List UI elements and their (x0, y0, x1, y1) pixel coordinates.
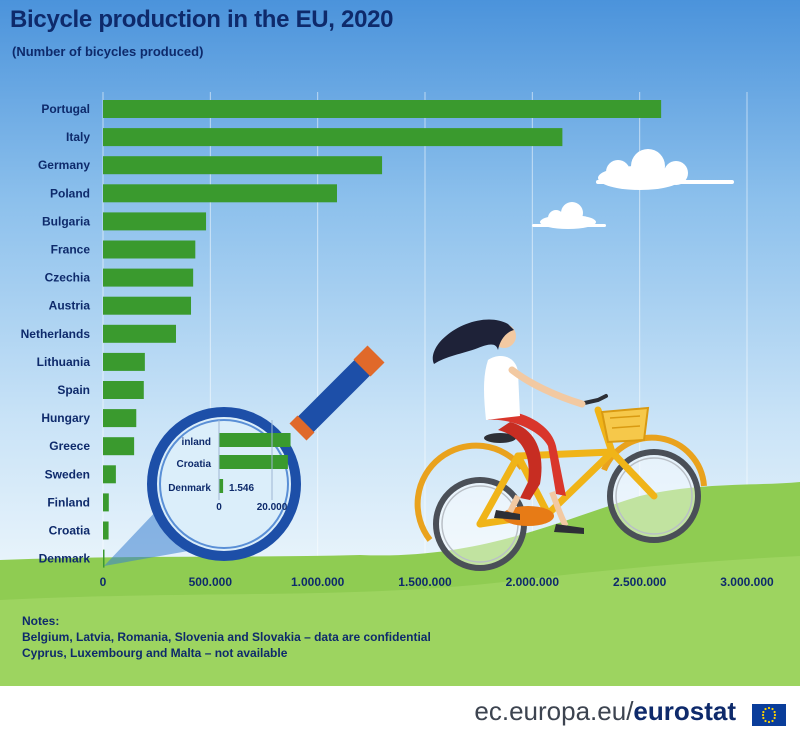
x-axis-tick-labels: 0 500.000 1.000.000 1.500.000 2.000.000 2.500… (100, 575, 774, 589)
category-label: Portugal (41, 102, 90, 116)
bar (103, 268, 194, 287)
chart-title: Bicycle production in the EU, 2020 (10, 6, 394, 33)
notes-heading: Notes: (22, 614, 60, 628)
inset-x-tick-label: 0 (216, 502, 222, 513)
category-label: Bulgaria (42, 214, 90, 228)
bar (103, 409, 137, 428)
x-tick-label: 500.000 (189, 575, 233, 589)
inset-category-label: inland (182, 437, 211, 448)
magnifying-glass-icon: inland Croatia Denmark 1.546 0 20.000 (104, 345, 385, 566)
ground-hill-highlight (0, 556, 800, 686)
category-label: Denmark (39, 552, 91, 566)
category-label: Sweden (45, 467, 90, 481)
chart-subtitle: (Number of bicycles produced) (12, 44, 204, 59)
magnifier-inset-chart: inland Croatia Denmark 1.546 0 20.000 (168, 420, 291, 513)
x-tick-label: 3.000.000 (720, 575, 774, 589)
bar (103, 324, 176, 343)
category-label: Hungary (41, 411, 90, 425)
inset-bar (219, 479, 224, 493)
x-tick-label: 2.500.000 (613, 575, 667, 589)
x-tick-label: 1.500.000 (398, 575, 452, 589)
inset-category-label: Denmark (168, 483, 211, 494)
source-brand: eurostat (633, 696, 736, 726)
bar (103, 156, 383, 175)
x-tick-label: 0 (100, 575, 107, 589)
inset-bar (219, 455, 288, 469)
footer: ec.europa.eu/eurostat (0, 686, 800, 734)
bar (103, 493, 109, 512)
cloud-icon (596, 149, 734, 190)
bar (103, 437, 135, 456)
bar (103, 521, 109, 540)
inset-value-label: 1.546 (229, 483, 254, 494)
bar (103, 128, 563, 147)
bar (103, 465, 116, 484)
category-label: Poland (50, 186, 90, 200)
bar (103, 549, 105, 568)
x-tick-label: 2.000.000 (506, 575, 560, 589)
category-label: Italy (66, 130, 90, 144)
clouds (532, 149, 734, 229)
bar (103, 212, 207, 231)
eu-flag-icon (752, 704, 786, 726)
inset-bar (219, 433, 291, 447)
category-label: Finland (47, 495, 90, 509)
source-link[interactable]: ec.europa.eu/eurostat (474, 696, 736, 727)
category-label: Croatia (49, 524, 91, 538)
category-label: Spain (57, 383, 90, 397)
bar (103, 381, 144, 399)
category-label: France (51, 243, 91, 257)
note-line: Belgium, Latvia, Romania, Slovenia and S… (22, 630, 431, 644)
x-tick-label: 1.000.000 (291, 575, 345, 589)
notes: Notes: Belgium, Latvia, Romania, Sloveni… (22, 613, 431, 661)
inset-x-tick-label: 20.000 (257, 502, 288, 513)
category-labels: Portugal Italy Germany Poland Bulgaria France… (21, 102, 91, 566)
source-domain: ec.europa.eu/ (474, 696, 634, 726)
bars (103, 100, 662, 568)
bar (103, 352, 145, 371)
bar (103, 240, 196, 259)
note-line: Cyprus, Luxembourg and Malta – not avail… (22, 646, 288, 660)
bar (103, 296, 192, 315)
cloud-icon (532, 202, 606, 229)
bar (103, 184, 337, 203)
inset-category-label: Croatia (177, 459, 212, 470)
cyclist-illustration (414, 319, 707, 571)
bar-chart: Portugal Italy Germany Poland Bulgaria France… (0, 100, 800, 686)
category-label: Lithuania (37, 355, 91, 369)
category-label: Netherlands (21, 327, 91, 341)
category-label: Austria (49, 299, 91, 313)
bar (103, 100, 662, 118)
category-label: Greece (49, 439, 90, 453)
category-label: Germany (38, 158, 90, 172)
category-label: Czechia (45, 271, 91, 285)
